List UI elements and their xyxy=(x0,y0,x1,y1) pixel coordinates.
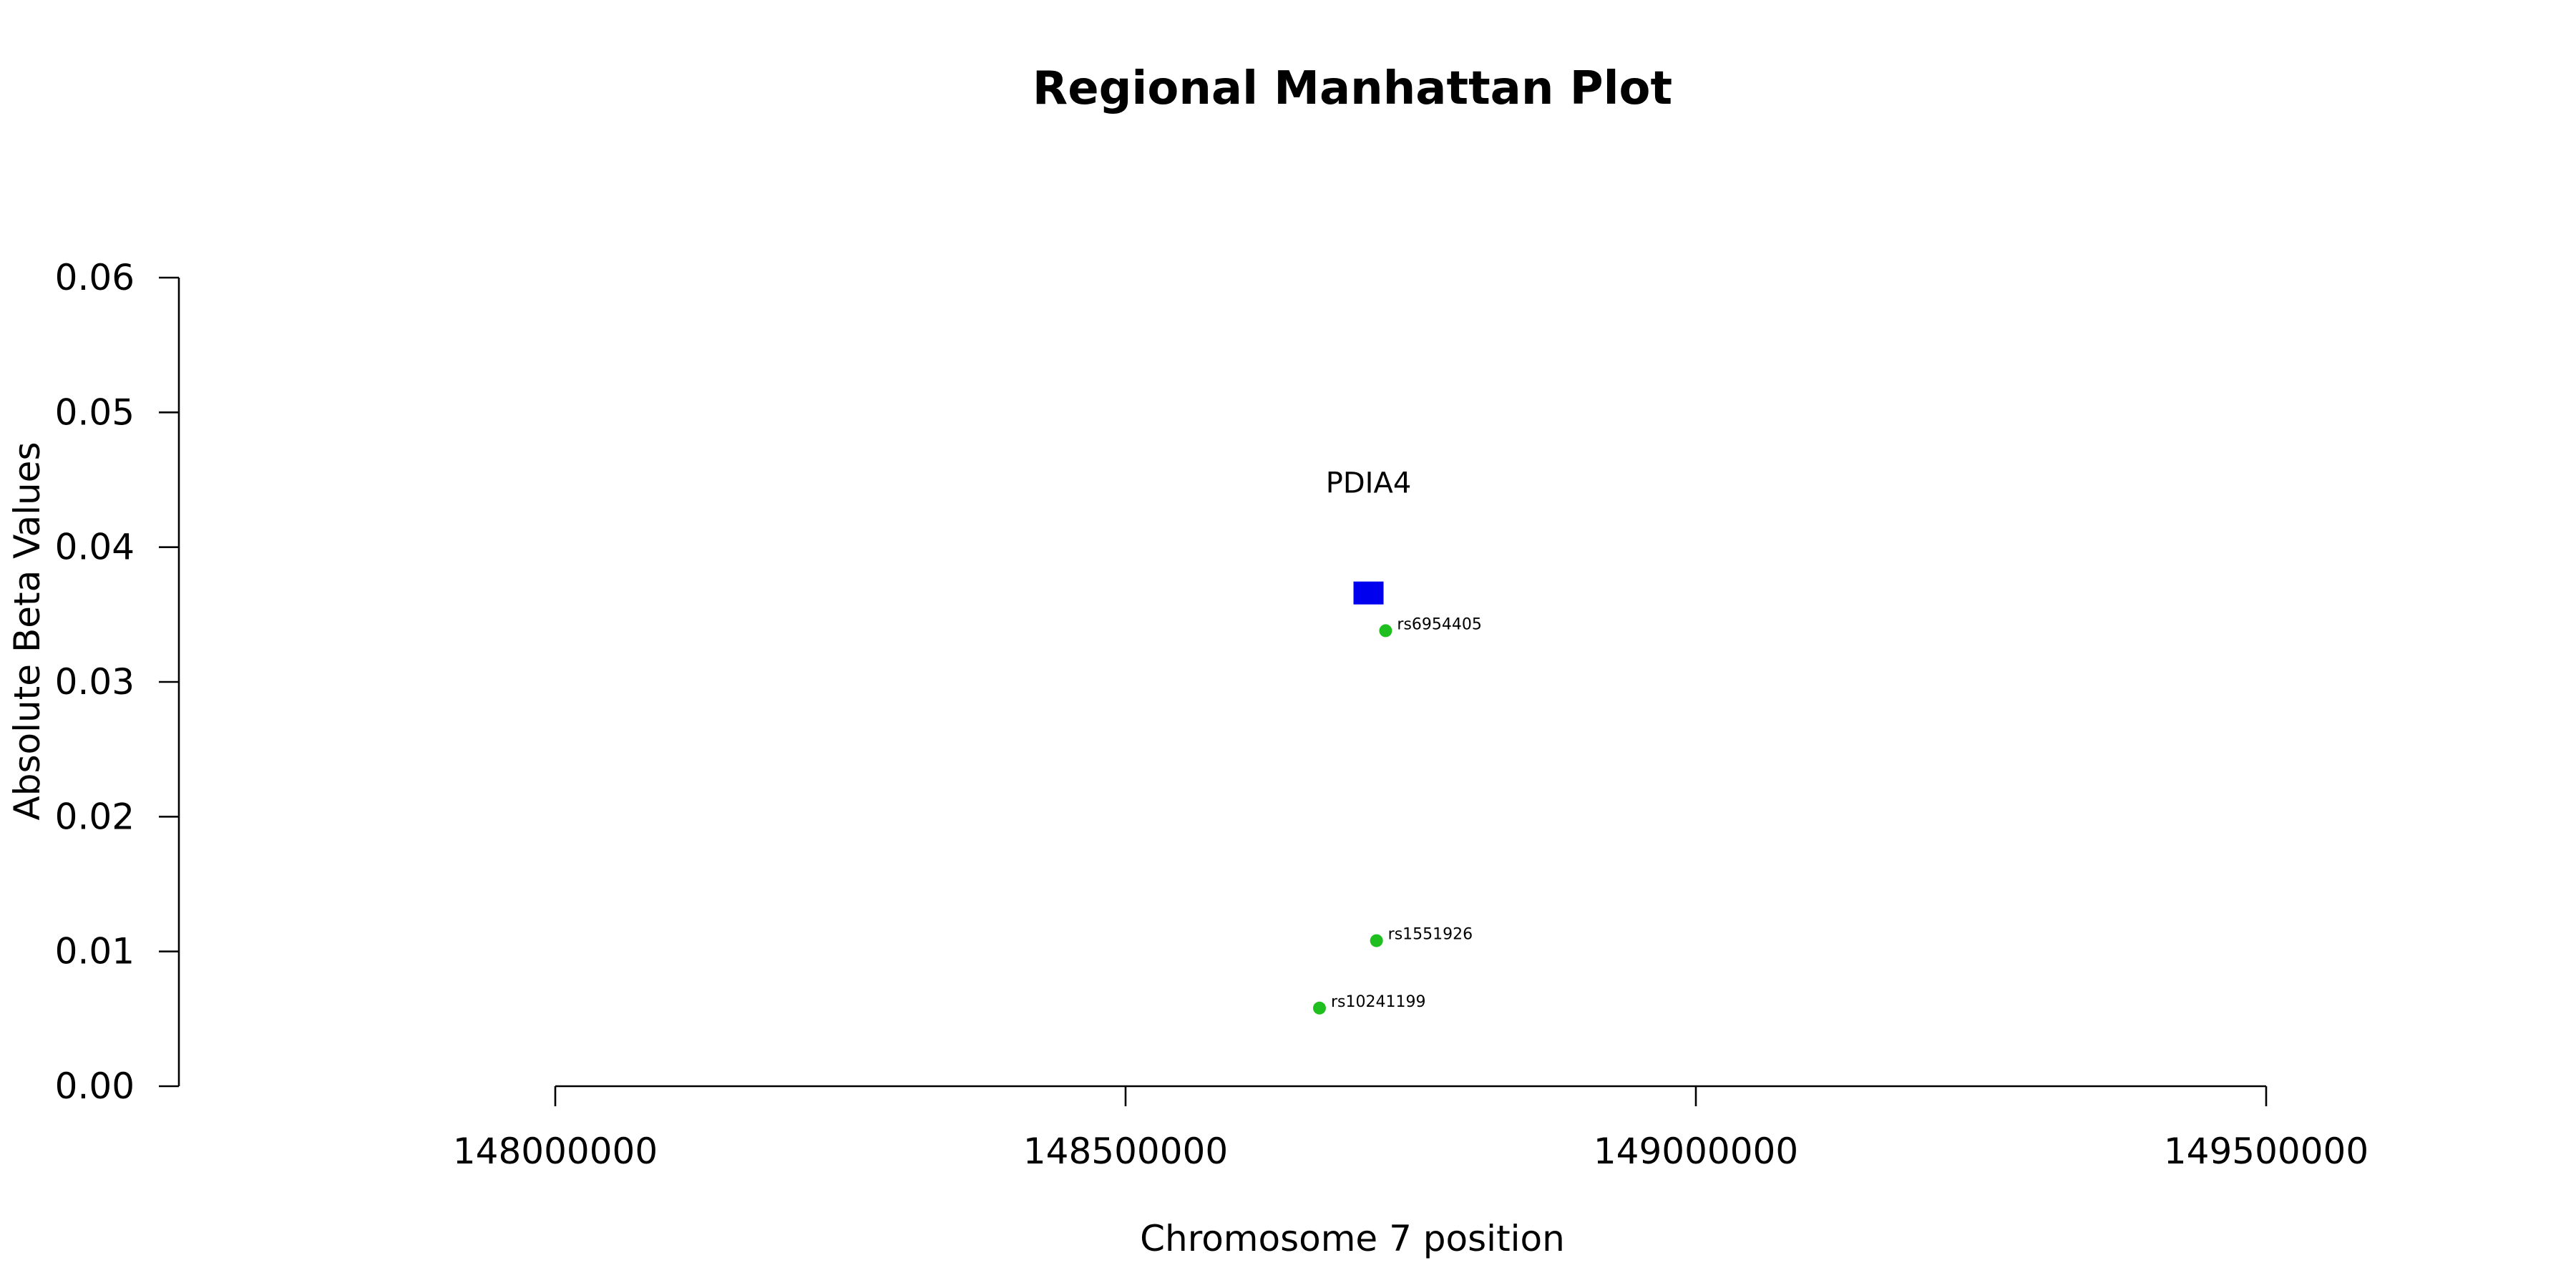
gene-marker xyxy=(1353,581,1384,605)
y-axis: 0.00 0.01 0.02 0.03 0.04 0.05 0.06 xyxy=(55,257,180,1107)
y-tick-label: 0.00 xyxy=(55,1065,135,1107)
gene-label: PDIA4 xyxy=(1326,467,1412,500)
y-tick-label: 0.01 xyxy=(55,931,135,972)
y-tick-label: 0.05 xyxy=(55,391,135,433)
snp-point xyxy=(1370,934,1383,947)
snp-label: rs10241199 xyxy=(1331,993,1425,1011)
y-tick-label: 0.04 xyxy=(55,527,135,568)
y-tick-label: 0.03 xyxy=(55,661,135,703)
y-tick-label: 0.02 xyxy=(55,796,135,837)
gene-group: PDIA4 xyxy=(1326,467,1412,605)
chart-title: Regional Manhattan Plot xyxy=(1033,62,1672,115)
x-tick-label: 149500000 xyxy=(2164,1131,2368,1172)
x-tick-label: 148000000 xyxy=(453,1131,658,1172)
snp-label: rs1551926 xyxy=(1388,926,1473,944)
snp-point xyxy=(1379,624,1392,638)
y-axis-label: Absolute Beta Values xyxy=(6,442,48,821)
y-tick-label: 0.06 xyxy=(55,257,135,298)
x-axis: 148000000 148500000 149000000 149500000 xyxy=(453,1085,2368,1172)
x-axis-label: Chromosome 7 position xyxy=(1140,1218,1565,1259)
snp-point xyxy=(1312,1001,1326,1015)
snp-label: rs6954405 xyxy=(1397,615,1482,633)
snp-points: rs6954405 rs1551926 rs10241199 xyxy=(1312,615,1482,1015)
x-tick-label: 149000000 xyxy=(1594,1131,1798,1172)
x-tick-label: 148500000 xyxy=(1023,1131,1228,1172)
